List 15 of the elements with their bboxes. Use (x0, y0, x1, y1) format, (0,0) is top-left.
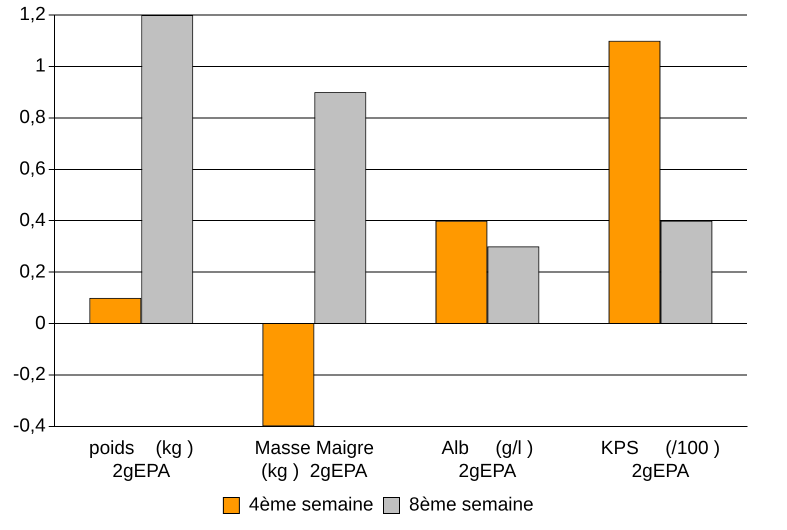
y-tick-label: 1,2 (19, 4, 46, 26)
y-tick-label: 0,6 (19, 158, 46, 180)
y-tick-label: -0,2 (12, 364, 46, 386)
x-tick-label: poids (kg ) 2gEPA (89, 438, 194, 482)
y-tick-label: -0,4 (12, 416, 46, 437)
y-tick-label: 0,4 (19, 210, 46, 231)
legend-label: 4ème semaine (248, 494, 374, 516)
x-tick-label: KPS (/100 ) 2gEPA (600, 438, 720, 482)
x-tick-label: Masse Maigre (kg ) 2gEPA (254, 438, 374, 482)
legend-label: 8ème semaine (409, 494, 534, 516)
y-tick-label: 0,8 (19, 107, 46, 128)
y-tick-label: 0 (35, 312, 46, 334)
y-tick-label: 0,2 (19, 261, 46, 282)
x-tick-label: Alb (g/l ) 2gEPA (441, 438, 534, 482)
y-tick-label: 1 (35, 56, 46, 77)
